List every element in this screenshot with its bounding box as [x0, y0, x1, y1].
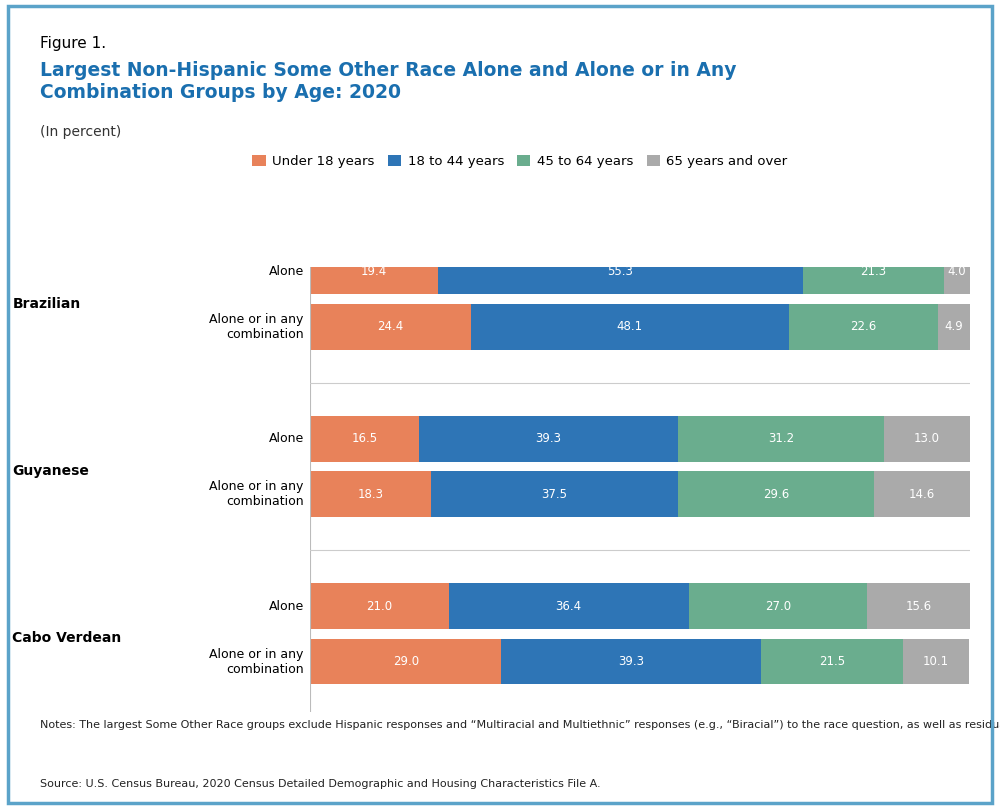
Text: 13.0: 13.0 — [914, 432, 940, 446]
Bar — [310, 248, 438, 294]
Text: 18.3: 18.3 — [357, 488, 383, 501]
Bar — [431, 472, 678, 517]
Text: (In percent): (In percent) — [40, 125, 121, 139]
Text: Alone: Alone — [269, 432, 304, 446]
Text: 29.0: 29.0 — [393, 655, 419, 668]
Text: Largest Non-Hispanic Some Other Race Alone and Alone or in Any
Combination Group: Largest Non-Hispanic Some Other Race Alo… — [40, 61, 736, 103]
Bar — [944, 248, 970, 294]
Bar — [438, 248, 803, 294]
Text: 21.3: 21.3 — [860, 265, 886, 278]
Text: 36.4: 36.4 — [556, 599, 582, 612]
Text: Guyanese: Guyanese — [12, 464, 89, 478]
Bar — [788, 304, 938, 349]
Text: Notes: The largest Some Other Race groups exclude Hispanic responses and “Multir: Notes: The largest Some Other Race group… — [40, 720, 1000, 730]
Text: 14.6: 14.6 — [909, 488, 935, 501]
Bar — [310, 639, 501, 684]
Bar — [501, 639, 761, 684]
Bar — [310, 416, 419, 462]
Bar — [310, 472, 431, 517]
Bar — [678, 472, 874, 517]
Text: 55.3: 55.3 — [608, 265, 633, 278]
Text: 37.5: 37.5 — [542, 488, 568, 501]
Bar — [419, 416, 678, 462]
Bar — [761, 639, 903, 684]
Text: 10.1: 10.1 — [923, 655, 949, 668]
Text: Alone: Alone — [269, 599, 304, 612]
Text: 19.4: 19.4 — [361, 265, 387, 278]
Text: Figure 1.: Figure 1. — [40, 36, 106, 52]
Bar — [310, 304, 471, 349]
Text: 39.3: 39.3 — [618, 655, 644, 668]
Text: 29.6: 29.6 — [763, 488, 789, 501]
Text: Alone or in any
combination: Alone or in any combination — [209, 647, 304, 676]
Text: 4.9: 4.9 — [944, 320, 963, 333]
Bar — [803, 248, 944, 294]
Text: 22.6: 22.6 — [850, 320, 876, 333]
Text: 48.1: 48.1 — [617, 320, 643, 333]
Text: 4.0: 4.0 — [947, 265, 966, 278]
Text: 21.5: 21.5 — [819, 655, 845, 668]
Bar — [471, 304, 788, 349]
Text: 16.5: 16.5 — [351, 432, 378, 446]
Legend: Under 18 years, 18 to 44 years, 45 to 64 years, 65 years and over: Under 18 years, 18 to 44 years, 45 to 64… — [247, 150, 793, 174]
Text: 31.2: 31.2 — [768, 432, 794, 446]
Bar — [874, 472, 970, 517]
Bar — [689, 583, 867, 629]
Bar — [938, 304, 970, 349]
Bar — [310, 583, 449, 629]
Text: 15.6: 15.6 — [905, 599, 932, 612]
Text: 24.4: 24.4 — [377, 320, 404, 333]
Bar — [884, 416, 970, 462]
Bar — [678, 416, 884, 462]
Bar — [903, 639, 969, 684]
Text: Alone: Alone — [269, 265, 304, 278]
Text: 21.0: 21.0 — [366, 599, 392, 612]
Text: 39.3: 39.3 — [536, 432, 562, 446]
Bar — [449, 583, 689, 629]
Text: 27.0: 27.0 — [765, 599, 791, 612]
Text: Cabo Verdean: Cabo Verdean — [12, 632, 122, 646]
Text: Brazilian: Brazilian — [12, 297, 81, 311]
Text: Alone or in any
combination: Alone or in any combination — [209, 481, 304, 508]
Text: Source: U.S. Census Bureau, 2020 Census Detailed Demographic and Housing Charact: Source: U.S. Census Bureau, 2020 Census … — [40, 779, 601, 789]
Text: Alone or in any
combination: Alone or in any combination — [209, 313, 304, 341]
Bar — [867, 583, 970, 629]
